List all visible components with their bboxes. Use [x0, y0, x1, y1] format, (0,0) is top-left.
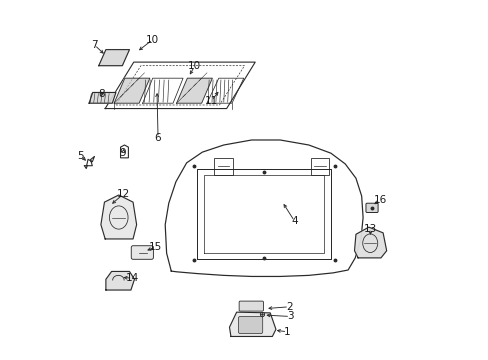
FancyBboxPatch shape	[239, 301, 263, 311]
FancyBboxPatch shape	[365, 203, 377, 212]
Text: 10: 10	[146, 35, 159, 45]
Text: 7: 7	[91, 40, 98, 50]
Polygon shape	[106, 271, 134, 290]
FancyBboxPatch shape	[238, 316, 262, 334]
Text: 11: 11	[204, 96, 218, 106]
Polygon shape	[354, 227, 386, 258]
Text: 10: 10	[187, 62, 201, 71]
Text: 14: 14	[125, 273, 138, 283]
Text: 6: 6	[154, 133, 161, 143]
Text: 3: 3	[286, 311, 293, 321]
Text: 1: 1	[284, 327, 290, 337]
Text: 15: 15	[148, 242, 162, 252]
Text: 16: 16	[373, 195, 386, 205]
Polygon shape	[114, 78, 149, 103]
FancyBboxPatch shape	[131, 246, 153, 259]
Polygon shape	[229, 312, 275, 337]
Polygon shape	[176, 78, 212, 103]
Polygon shape	[101, 195, 136, 239]
Polygon shape	[99, 50, 129, 66]
Text: 8: 8	[98, 89, 105, 99]
Text: 4: 4	[290, 216, 297, 226]
Polygon shape	[89, 93, 116, 103]
Text: 12: 12	[116, 189, 129, 199]
Text: 9: 9	[120, 148, 126, 158]
Text: 2: 2	[285, 302, 292, 312]
Text: 13: 13	[363, 224, 376, 234]
Text: 5: 5	[78, 151, 84, 161]
